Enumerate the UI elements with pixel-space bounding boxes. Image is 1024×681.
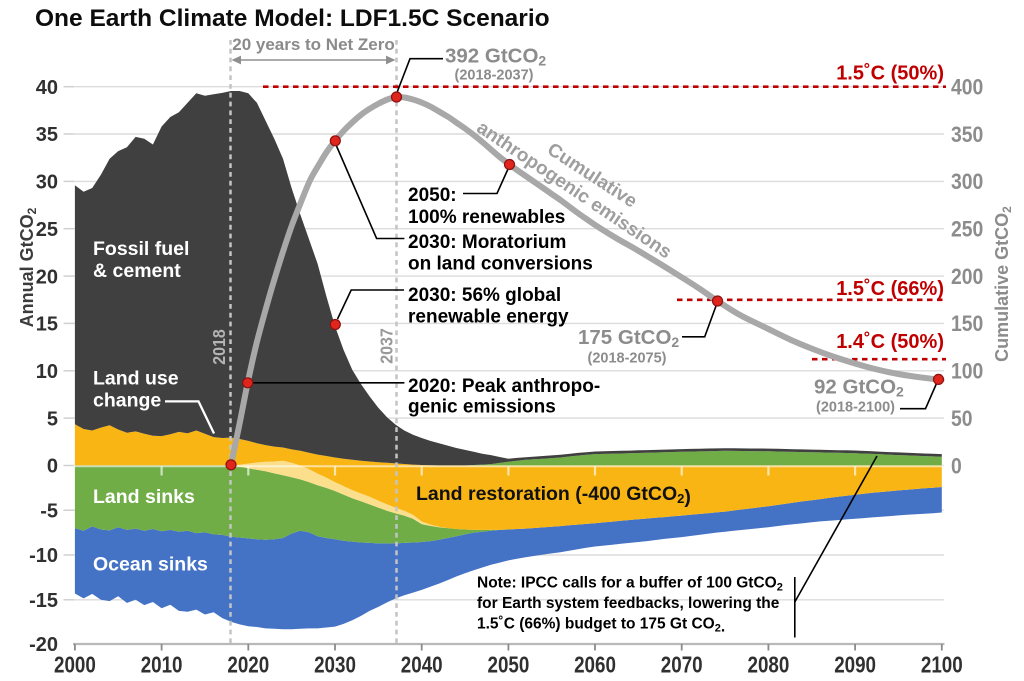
- svg-text:One Earth Climate Model: LDF1.: One Earth Climate Model: LDF1.5C Scenari…: [35, 5, 550, 32]
- svg-text:2090: 2090: [834, 652, 876, 676]
- svg-text:-10: -10: [29, 545, 58, 567]
- svg-text:2080: 2080: [748, 652, 790, 676]
- svg-text:-15: -15: [29, 590, 58, 612]
- svg-text:0: 0: [951, 454, 962, 478]
- svg-text:2100: 2100: [921, 652, 963, 676]
- svg-text:Fossil fuel: Fossil fuel: [93, 238, 189, 260]
- svg-text:Cumulative GtCO2: Cumulative GtCO2: [992, 206, 1014, 362]
- svg-text:renewable energy: renewable energy: [408, 307, 569, 328]
- svg-text:250: 250: [951, 217, 983, 241]
- svg-text:genic emissions: genic emissions: [408, 397, 556, 418]
- svg-text:2030: Moratorium: 2030: Moratorium: [408, 232, 566, 253]
- svg-text:5: 5: [47, 408, 58, 430]
- svg-text:2060: 2060: [574, 652, 616, 676]
- svg-text:15: 15: [36, 314, 58, 336]
- svg-text:& cement: & cement: [93, 260, 181, 282]
- svg-text:30: 30: [36, 172, 58, 194]
- svg-text:2020: 2020: [227, 652, 269, 676]
- svg-text:92 GtCO2: 92 GtCO2: [814, 376, 904, 400]
- svg-text:150: 150: [951, 312, 983, 336]
- svg-text:Land sinks: Land sinks: [93, 486, 195, 508]
- svg-text:2030: 56% global: 2030: 56% global: [408, 285, 561, 306]
- svg-text:20 years to Net Zero: 20 years to Net Zero: [232, 35, 395, 54]
- svg-text:1.5˚C (50%): 1.5˚C (50%): [836, 62, 944, 85]
- svg-text:(2018-2075): (2018-2075): [588, 351, 667, 367]
- svg-text:2010: 2010: [141, 652, 183, 676]
- svg-text:2020: Peak anthropo-: 2020: Peak anthropo-: [408, 376, 600, 397]
- svg-text:Land use: Land use: [93, 368, 179, 390]
- svg-text:on land conversions: on land conversions: [408, 254, 593, 275]
- svg-text:Land restoration (-400 GtCO2): Land restoration (-400 GtCO2): [416, 483, 691, 508]
- svg-text:2040: 2040: [401, 652, 443, 676]
- svg-text:100% renewables: 100% renewables: [408, 207, 565, 228]
- svg-text:2030: 2030: [314, 652, 356, 676]
- svg-text:-20: -20: [29, 634, 58, 656]
- svg-text:2018: 2018: [209, 329, 229, 365]
- svg-text:0: 0: [47, 456, 58, 478]
- svg-text:1.5˚C (66%) budget to 175 Gt C: 1.5˚C (66%) budget to 175 Gt CO2.: [477, 616, 725, 636]
- svg-text:Ocean sinks: Ocean sinks: [93, 554, 208, 576]
- svg-text:2070: 2070: [661, 652, 703, 676]
- svg-text:2050: 2050: [488, 652, 530, 676]
- svg-text:for Earth system feedbacks, lo: for Earth system feedbacks, lowering the: [477, 595, 780, 612]
- svg-text:-5: -5: [40, 501, 58, 523]
- svg-text:25: 25: [36, 219, 58, 241]
- svg-text:(2018-2100): (2018-2100): [816, 400, 895, 416]
- svg-text:(2018-2037): (2018-2037): [455, 68, 534, 84]
- svg-text:2000: 2000: [54, 652, 96, 676]
- svg-text:20: 20: [36, 266, 58, 288]
- svg-text:2050:: 2050:: [408, 185, 457, 206]
- svg-text:35: 35: [36, 124, 58, 146]
- svg-text:100: 100: [951, 359, 983, 383]
- svg-text:300: 300: [951, 170, 983, 194]
- svg-text:10: 10: [36, 361, 58, 383]
- svg-text:400: 400: [951, 75, 983, 99]
- svg-text:change: change: [93, 390, 161, 412]
- svg-text:Annual GtCO2: Annual GtCO2: [17, 207, 39, 327]
- svg-text:1.4˚C (50%): 1.4˚C (50%): [836, 330, 944, 353]
- svg-text:1.5˚C (66%): 1.5˚C (66%): [836, 277, 944, 300]
- svg-text:200: 200: [951, 265, 983, 289]
- svg-text:175 GtCO2: 175 GtCO2: [578, 326, 679, 350]
- svg-text:Note: IPCC calls for a buffer: Note: IPCC calls for a buffer of 100 GtC…: [477, 575, 783, 594]
- svg-text:392 GtCO2: 392 GtCO2: [445, 45, 546, 69]
- svg-text:350: 350: [951, 123, 983, 147]
- svg-text:40: 40: [36, 77, 58, 99]
- svg-text:50: 50: [951, 407, 973, 431]
- svg-text:2037: 2037: [377, 328, 397, 364]
